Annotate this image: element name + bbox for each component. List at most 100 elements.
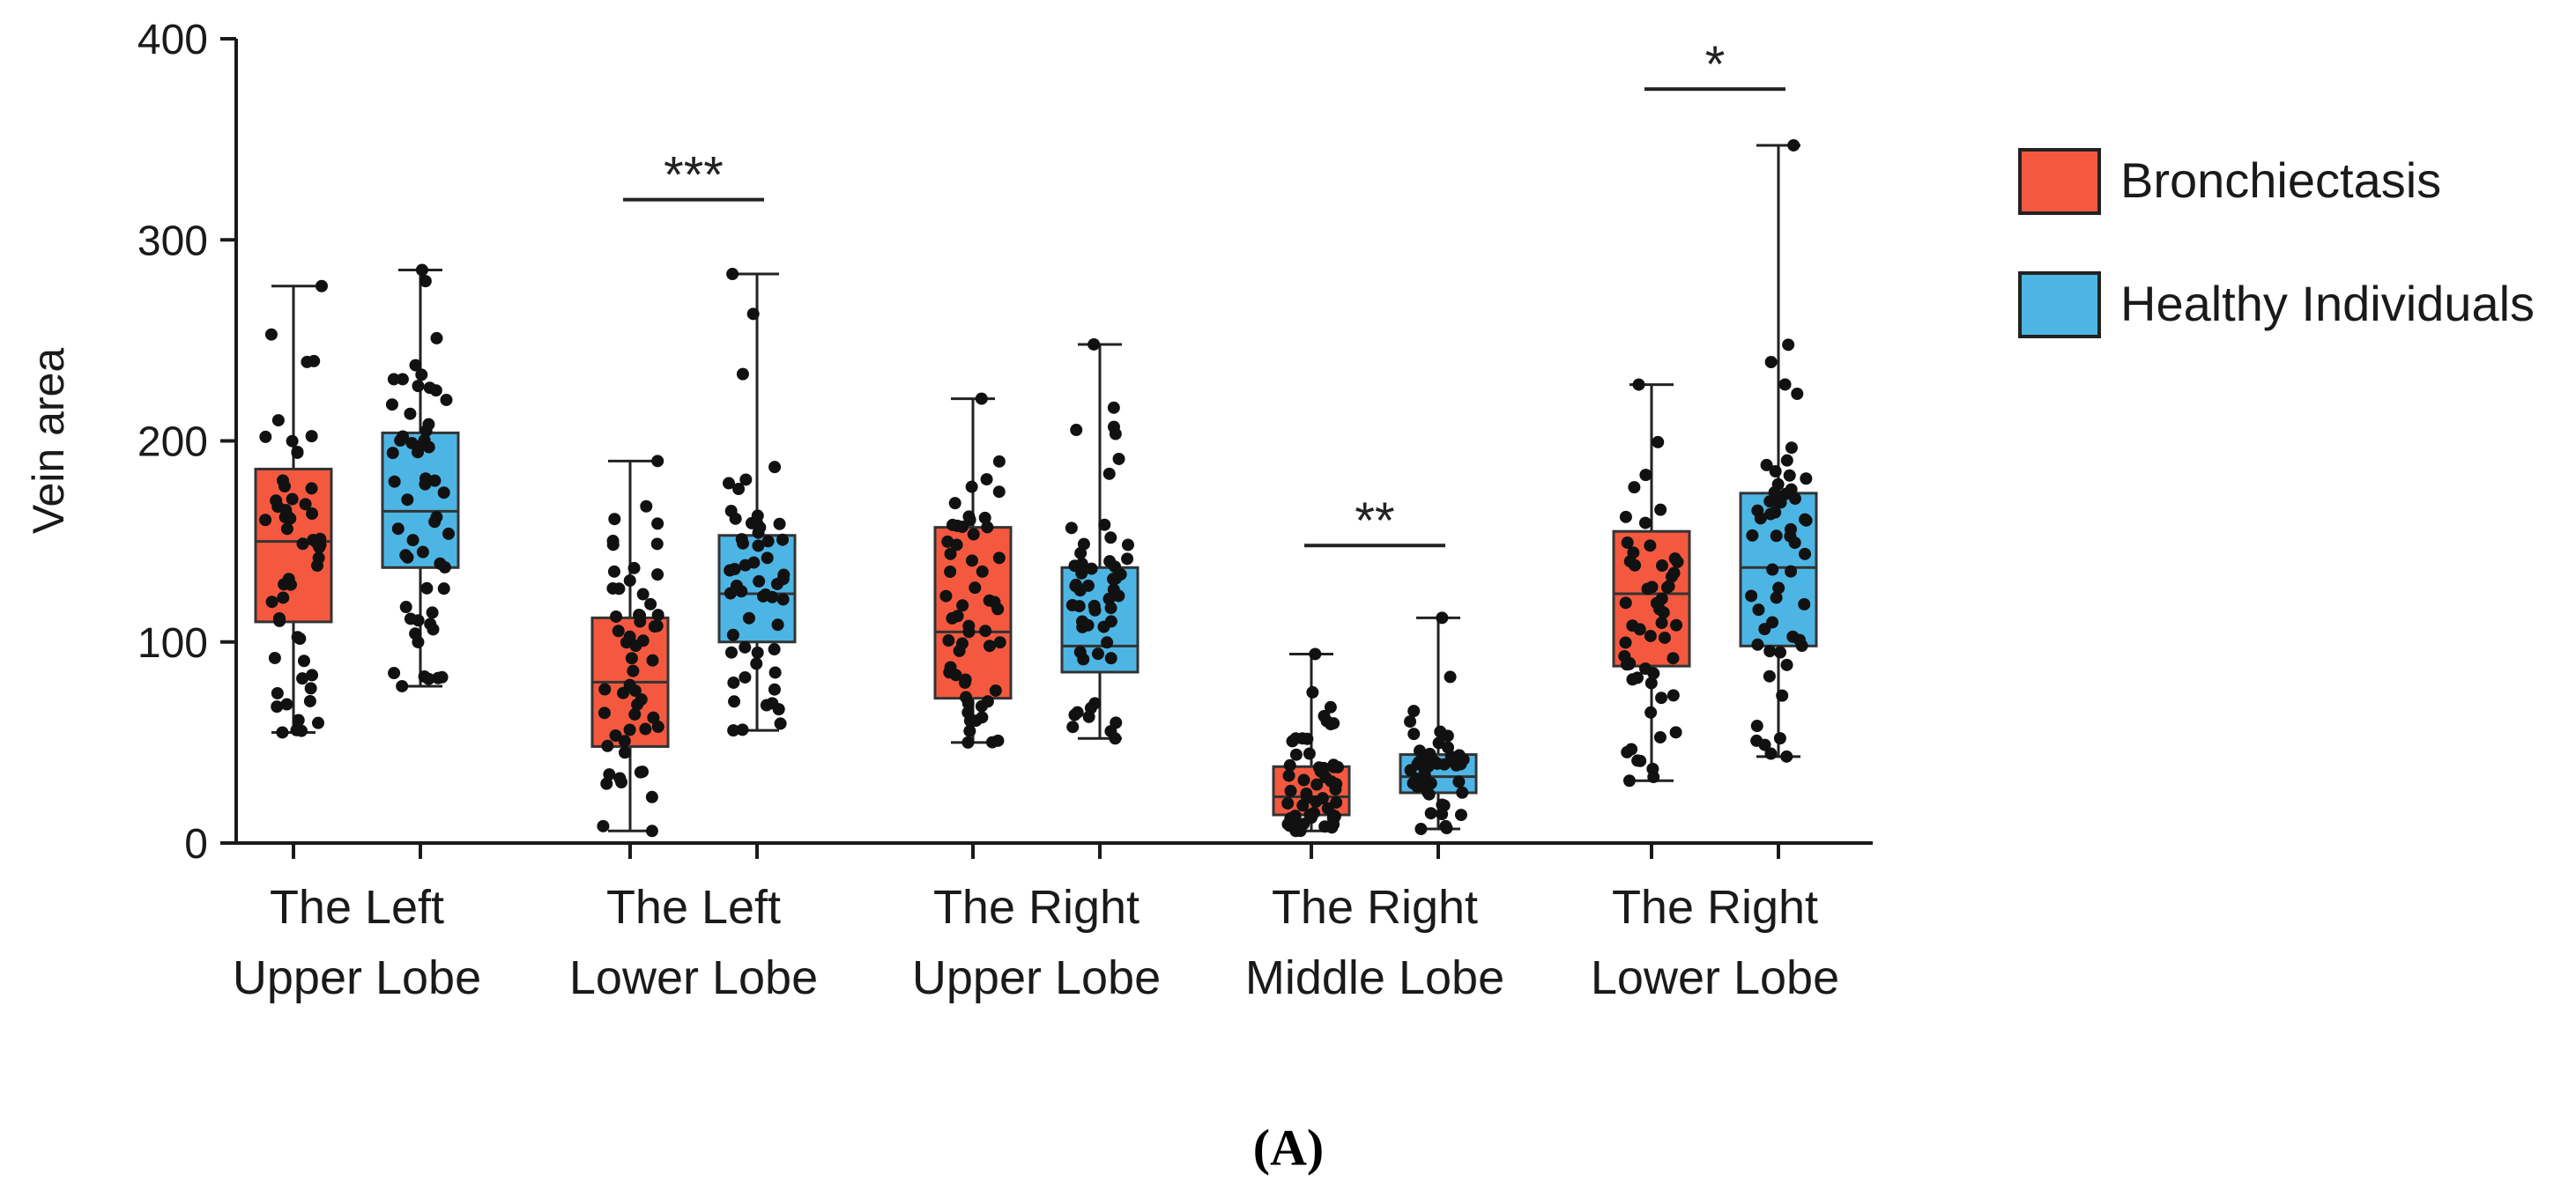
data-point	[1436, 808, 1449, 821]
data-point	[761, 551, 774, 565]
data-point	[1281, 796, 1295, 810]
data-point	[416, 545, 429, 559]
data-point	[1628, 481, 1641, 494]
data-point	[600, 777, 613, 790]
data-point	[1283, 758, 1296, 772]
data-point	[771, 618, 784, 632]
data-point	[631, 698, 644, 711]
data-point	[1644, 677, 1658, 690]
x-tick-label: Upper Lobe	[912, 951, 1161, 1004]
data-point	[646, 654, 659, 667]
data-point	[766, 590, 779, 603]
data-point	[430, 511, 443, 524]
data-point	[259, 430, 272, 443]
data-point	[727, 724, 740, 737]
data-point	[273, 614, 286, 627]
data-point	[774, 717, 787, 730]
data-point	[1444, 670, 1457, 684]
data-point	[976, 565, 989, 578]
data-point	[430, 331, 443, 344]
data-point	[636, 588, 650, 601]
x-tick-label: Upper Lobe	[233, 951, 481, 1004]
data-point	[1404, 764, 1417, 777]
data-point	[1289, 748, 1303, 761]
data-point	[750, 657, 763, 670]
box-bronchiectasis-4	[1612, 378, 1691, 788]
significance-annotation: **	[1304, 492, 1445, 550]
data-point	[385, 398, 398, 411]
significance-label: ***	[664, 147, 724, 204]
data-point	[429, 384, 442, 397]
data-point	[259, 514, 272, 527]
data-point	[639, 722, 652, 736]
data-point	[623, 723, 636, 736]
data-point	[1752, 603, 1765, 617]
data-point	[297, 655, 310, 668]
data-point	[434, 557, 447, 570]
data-point	[1327, 717, 1340, 730]
box-bronchiectasis-0	[254, 279, 333, 739]
legend-swatch	[2018, 148, 2101, 215]
data-point	[1644, 629, 1657, 642]
data-point	[1653, 730, 1667, 743]
data-point	[1769, 465, 1782, 478]
data-point	[1639, 662, 1652, 675]
data-point	[420, 581, 434, 595]
data-point	[1745, 589, 1758, 603]
data-point	[776, 533, 790, 546]
data-point	[1104, 652, 1117, 665]
data-point	[1085, 562, 1098, 575]
data-point	[627, 664, 640, 677]
data-point	[1758, 623, 1771, 636]
data-point	[1644, 706, 1658, 719]
data-point	[623, 630, 636, 643]
data-point	[636, 634, 650, 647]
data-point	[1782, 338, 1795, 351]
panel-label: (A)	[1253, 1119, 1325, 1176]
data-point	[1799, 513, 1812, 526]
data-point	[1785, 565, 1798, 578]
y-axis: 0 100 200 300 400	[137, 17, 238, 868]
data-point	[1780, 658, 1793, 671]
data-point	[746, 307, 760, 321]
data-point	[1330, 777, 1343, 790]
data-point	[963, 724, 976, 737]
data-point	[271, 414, 285, 427]
data-point	[1075, 566, 1088, 580]
data-point	[1630, 671, 1644, 684]
data-point	[1778, 378, 1792, 391]
data-point	[1632, 378, 1645, 391]
data-point	[978, 511, 991, 524]
data-point	[737, 536, 750, 550]
data-point	[1332, 760, 1345, 773]
data-point	[291, 631, 304, 644]
data-point	[1771, 494, 1785, 507]
data-point	[651, 455, 664, 468]
x-tick-label: Lower Lobe	[569, 951, 818, 1004]
data-point	[397, 430, 410, 443]
data-point	[1626, 619, 1639, 632]
data-point	[1763, 669, 1776, 683]
data-point	[739, 670, 752, 684]
data-point	[419, 275, 432, 288]
data-point	[404, 407, 417, 420]
data-point	[1623, 555, 1637, 568]
data-point	[1766, 563, 1779, 576]
data-point	[1071, 706, 1084, 719]
data-point	[727, 676, 740, 689]
data-point	[1764, 747, 1778, 760]
x-tick-label: The Left	[270, 881, 444, 934]
data-point	[305, 430, 318, 443]
data-point	[728, 695, 741, 708]
data-point	[613, 772, 627, 785]
data-point	[295, 724, 308, 737]
box-healthy-0	[381, 263, 460, 692]
data-point	[426, 606, 439, 619]
data-point	[1282, 769, 1295, 782]
data-point	[437, 486, 450, 499]
data-point	[1289, 817, 1303, 830]
data-point	[1619, 596, 1632, 610]
data-point	[312, 716, 325, 729]
data-point	[959, 673, 972, 686]
data-point	[406, 534, 419, 547]
